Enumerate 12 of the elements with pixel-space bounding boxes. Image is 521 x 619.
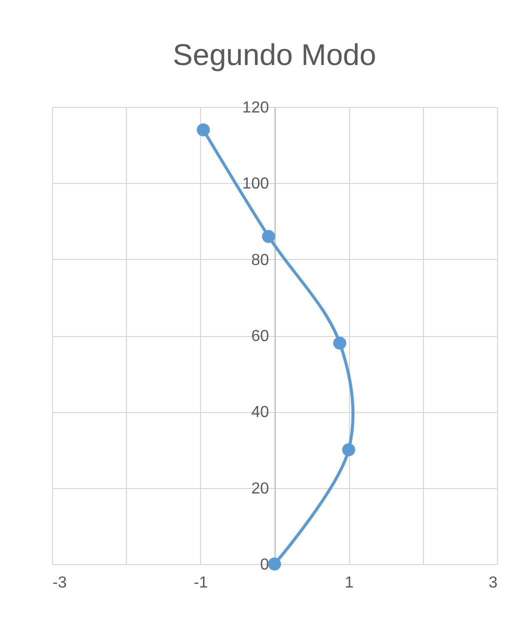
x-tick-label: -1	[194, 574, 208, 592]
chart-title: Segundo Modo	[172, 39, 376, 72]
x-tick-label: -3	[52, 574, 67, 592]
x-tick-label: 3	[488, 574, 498, 592]
y-tick-label: 100	[242, 176, 270, 193]
y-tick-label: 120	[242, 100, 270, 116]
y-tick-label: 0	[260, 556, 270, 574]
y-tick-label: 40	[251, 404, 270, 422]
x-tick-label: 1	[344, 574, 354, 592]
y-tick-label: 80	[251, 252, 270, 269]
y-tick-label: 60	[251, 328, 270, 345]
y-tick-label: 20	[251, 480, 270, 498]
